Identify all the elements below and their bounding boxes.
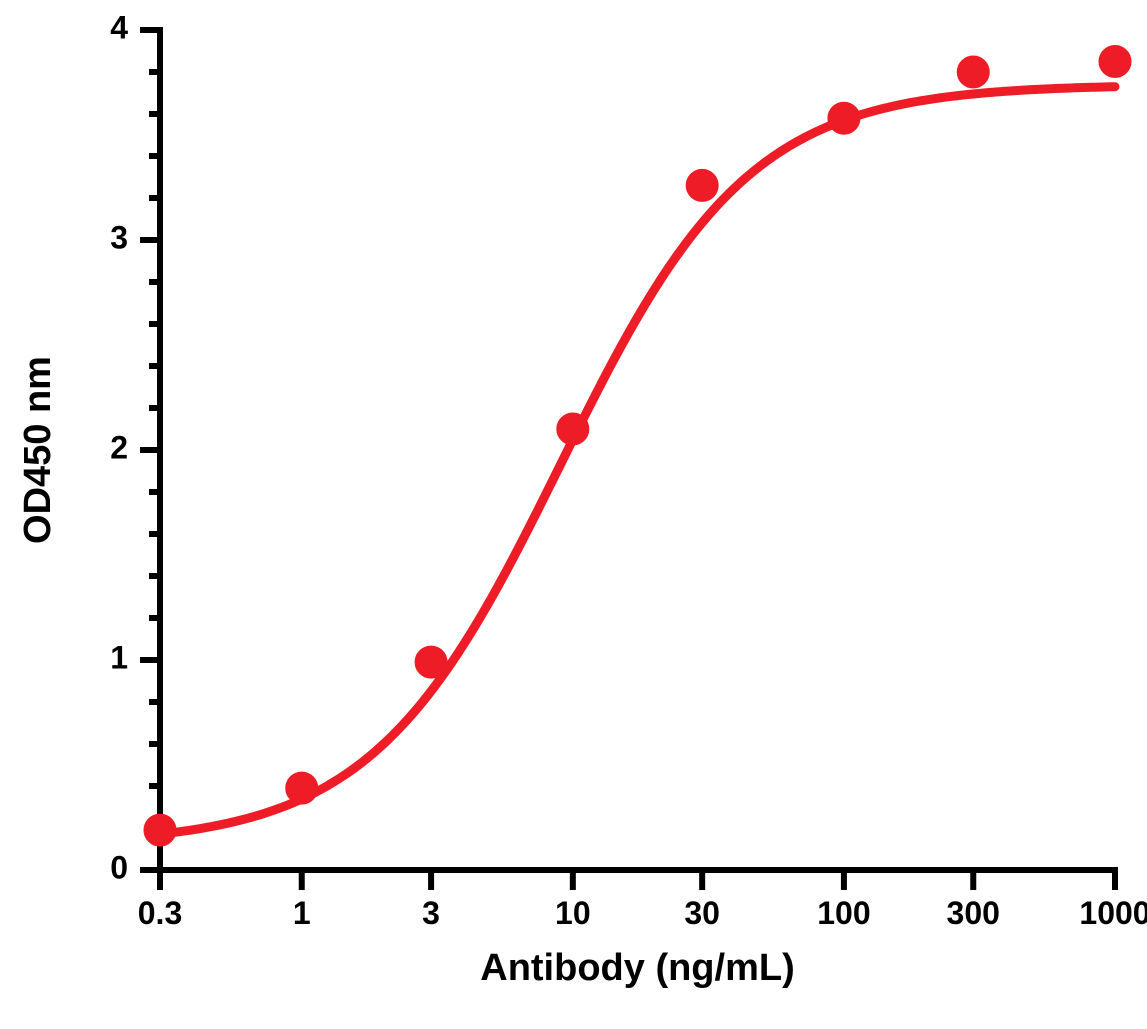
y-tick-label: 2 [110,429,128,465]
data-point: 0.19 [144,814,176,846]
x-tick-label: 1000 [1079,895,1147,931]
data-point: 2.1 [557,413,589,445]
fit-curve [160,87,1115,834]
chart-container: 0 1 2 3 4 0.3 1 3 10 30 100 300 1000 OD450 nm Antibody… [0,0,1147,1029]
data-point: 3.85 [1099,46,1131,78]
y-tick-label: 4 [110,9,128,45]
x-tick-label: 1 [293,895,311,931]
x-tick-label: 0.3 [138,895,182,931]
data-point: 3.8 [957,56,989,88]
y-tick-label: 1 [110,639,128,675]
data-point: 3.26 [686,169,718,201]
x-axis-label: Antibody (ng/mL) [480,947,794,989]
y-tick-label: 3 [110,219,128,255]
data-point: 0.99 [415,646,447,678]
chart-svg: 0 1 2 3 4 0.3 1 3 10 30 100 300 1000 OD450 nm Antibody… [0,0,1147,1029]
y-tick-label: 0 [110,849,128,885]
x-tick-label: 30 [684,895,720,931]
x-tick-label: 100 [817,895,870,931]
x-tick-label: 3 [422,895,440,931]
x-tick-label: 300 [947,895,1000,931]
data-point: 3.58 [828,102,860,134]
data-point: 0.39 [286,772,318,804]
x-tick-label: 10 [555,895,591,931]
y-axis-label: OD450 nm [17,356,59,544]
